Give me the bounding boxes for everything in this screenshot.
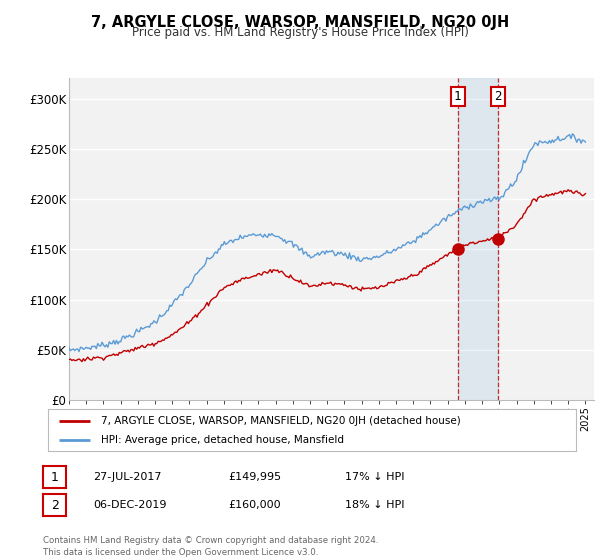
- Text: 17% ↓ HPI: 17% ↓ HPI: [345, 472, 404, 482]
- Text: 7, ARGYLE CLOSE, WARSOP, MANSFIELD, NG20 0JH: 7, ARGYLE CLOSE, WARSOP, MANSFIELD, NG20…: [91, 15, 509, 30]
- Text: HPI: Average price, detached house, Mansfield: HPI: Average price, detached house, Mans…: [101, 435, 344, 445]
- Text: Price paid vs. HM Land Registry's House Price Index (HPI): Price paid vs. HM Land Registry's House …: [131, 26, 469, 39]
- Text: 7, ARGYLE CLOSE, WARSOP, MANSFIELD, NG20 0JH (detached house): 7, ARGYLE CLOSE, WARSOP, MANSFIELD, NG20…: [101, 417, 461, 426]
- Text: Contains HM Land Registry data © Crown copyright and database right 2024.
This d: Contains HM Land Registry data © Crown c…: [43, 536, 379, 557]
- Text: 1: 1: [50, 470, 59, 484]
- Bar: [458, 78, 498, 400]
- Text: 2: 2: [50, 498, 59, 512]
- Text: 27-JUL-2017: 27-JUL-2017: [93, 472, 161, 482]
- Text: 18% ↓ HPI: 18% ↓ HPI: [345, 500, 404, 510]
- Text: 2: 2: [494, 90, 502, 103]
- Text: 1: 1: [454, 90, 461, 103]
- Text: £160,000: £160,000: [228, 500, 281, 510]
- Text: £149,995: £149,995: [228, 472, 281, 482]
- Text: 06-DEC-2019: 06-DEC-2019: [93, 500, 167, 510]
